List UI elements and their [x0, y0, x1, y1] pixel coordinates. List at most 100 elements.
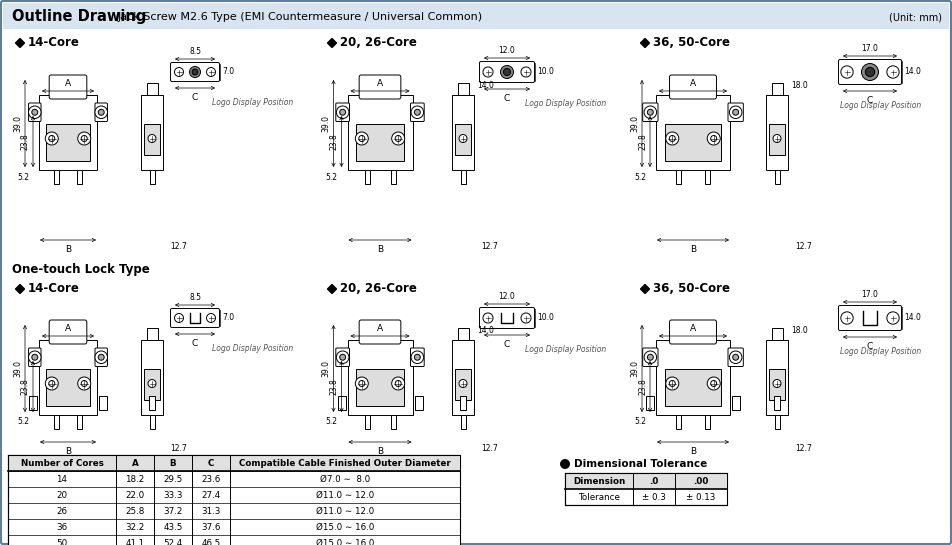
Text: A: A	[377, 79, 383, 88]
Bar	[365, 415, 369, 429]
Text: 14-Core: 14-Core	[28, 37, 80, 50]
FancyBboxPatch shape	[347, 340, 412, 415]
Bar	[771, 83, 783, 95]
Circle shape	[336, 106, 349, 118]
FancyBboxPatch shape	[839, 306, 902, 330]
Text: Logo Display Position: Logo Display Position	[525, 99, 606, 108]
Text: 5.2: 5.2	[326, 173, 338, 181]
Text: 20, 26-Core: 20, 26-Core	[340, 37, 417, 50]
Circle shape	[773, 135, 781, 142]
Circle shape	[359, 380, 365, 386]
Text: A: A	[131, 458, 138, 468]
Text: Ø11.0 ∼ 12.0: Ø11.0 ∼ 12.0	[316, 490, 374, 500]
Text: 12.7: 12.7	[170, 444, 187, 453]
Bar	[646, 396, 654, 410]
Text: B: B	[690, 447, 696, 456]
Text: 39.0: 39.0	[13, 360, 22, 377]
Text: 12.7: 12.7	[795, 242, 812, 251]
Text: B: B	[377, 245, 383, 254]
Bar	[149, 415, 154, 429]
Circle shape	[189, 66, 201, 77]
Circle shape	[81, 380, 88, 386]
Text: 31.3: 31.3	[201, 506, 221, 516]
Text: 12.0: 12.0	[499, 292, 515, 301]
Bar	[338, 396, 346, 410]
Bar	[458, 83, 468, 95]
Bar	[732, 396, 740, 410]
Circle shape	[81, 136, 88, 142]
Text: 52.4: 52.4	[164, 538, 183, 545]
Text: 18.2: 18.2	[126, 475, 145, 483]
Polygon shape	[15, 39, 25, 47]
Text: 12.7: 12.7	[481, 444, 498, 453]
Text: 12.7: 12.7	[481, 242, 498, 251]
FancyBboxPatch shape	[336, 103, 349, 122]
Text: 43.5: 43.5	[164, 523, 183, 531]
FancyBboxPatch shape	[669, 320, 717, 344]
Text: ± 0.3: ± 0.3	[642, 493, 666, 501]
Text: 36, 50-Core: 36, 50-Core	[653, 282, 730, 295]
Text: 10.0: 10.0	[537, 313, 554, 323]
Text: C: C	[504, 340, 510, 349]
Text: 17.0: 17.0	[862, 290, 879, 299]
FancyBboxPatch shape	[170, 63, 220, 82]
Text: 14.0: 14.0	[904, 68, 921, 76]
Text: 27.4: 27.4	[202, 490, 221, 500]
Text: 23.8: 23.8	[329, 378, 339, 395]
Circle shape	[711, 380, 717, 386]
Text: A: A	[690, 79, 696, 88]
Bar	[145, 368, 160, 400]
Text: A: A	[690, 324, 696, 333]
Bar	[141, 340, 163, 415]
Bar	[356, 368, 405, 406]
Circle shape	[29, 351, 41, 364]
FancyBboxPatch shape	[656, 95, 730, 170]
Bar	[455, 124, 470, 155]
Bar	[3, 3, 949, 29]
Text: C: C	[192, 93, 198, 102]
Circle shape	[733, 354, 739, 360]
Text: 10.0: 10.0	[537, 68, 554, 76]
FancyBboxPatch shape	[839, 59, 902, 84]
Text: 39.0: 39.0	[13, 115, 22, 132]
Circle shape	[207, 313, 215, 323]
FancyBboxPatch shape	[480, 307, 534, 329]
FancyBboxPatch shape	[336, 348, 349, 366]
Bar	[8, 455, 460, 545]
Circle shape	[669, 380, 675, 386]
Circle shape	[98, 110, 104, 115]
FancyBboxPatch shape	[480, 62, 534, 82]
Circle shape	[174, 313, 184, 323]
Text: Jack Screw M2.6 Type (EMI Countermeasure / Universal Common): Jack Screw M2.6 Type (EMI Countermeasure…	[118, 12, 483, 22]
Text: 37.2: 37.2	[164, 506, 183, 516]
Text: B: B	[65, 245, 71, 254]
Bar	[461, 170, 466, 184]
Bar	[665, 124, 721, 161]
Bar	[458, 328, 468, 340]
Circle shape	[841, 312, 853, 324]
Bar	[705, 170, 710, 184]
Bar	[766, 340, 788, 415]
Text: 14.0: 14.0	[477, 81, 494, 90]
FancyBboxPatch shape	[39, 340, 97, 415]
Text: 39.0: 39.0	[322, 360, 330, 377]
Text: 20, 26-Core: 20, 26-Core	[340, 282, 417, 295]
Circle shape	[355, 132, 368, 145]
Circle shape	[729, 106, 742, 118]
Circle shape	[340, 354, 346, 360]
Circle shape	[887, 66, 899, 78]
Text: Logo Display Position: Logo Display Position	[840, 347, 922, 356]
FancyBboxPatch shape	[50, 75, 87, 99]
Circle shape	[95, 351, 108, 364]
Text: 8.5: 8.5	[189, 293, 201, 302]
FancyBboxPatch shape	[410, 103, 425, 122]
Bar	[455, 368, 470, 400]
Circle shape	[336, 351, 349, 364]
FancyBboxPatch shape	[728, 348, 744, 366]
Bar	[54, 170, 59, 184]
Bar	[8, 455, 460, 471]
Text: 23.8: 23.8	[329, 133, 339, 150]
Text: 14: 14	[56, 475, 68, 483]
FancyBboxPatch shape	[95, 348, 108, 366]
Bar	[47, 368, 89, 406]
